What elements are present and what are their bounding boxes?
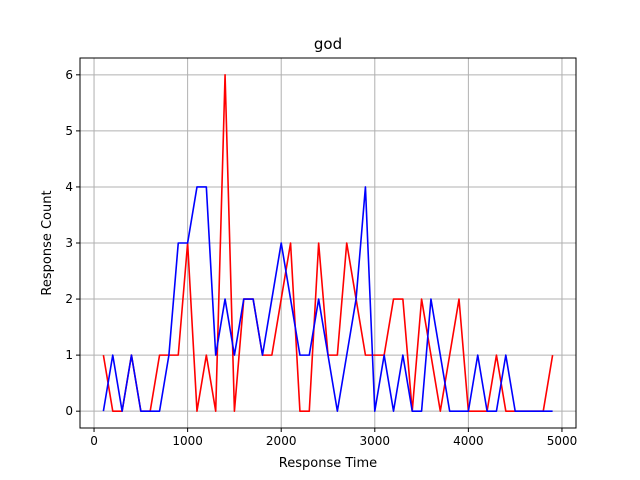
x-axis-ticks: 0 1000 2000 3000 4000 5000	[90, 428, 577, 448]
series-line-2	[102, 186, 553, 412]
x-axis-label: Response Time	[279, 456, 377, 471]
x-tick-label: 3000	[360, 434, 391, 448]
x-tick-label: 1000	[172, 434, 203, 448]
y-axis-ticks: 0 1 2 3 4 5 6	[65, 68, 80, 418]
y-tick-label: 1	[65, 348, 73, 362]
x-tick-label: 5000	[547, 434, 578, 448]
y-axis-label: Response Count	[40, 190, 55, 295]
x-tick-label: 2000	[266, 434, 297, 448]
x-tick-label: 0	[90, 434, 98, 448]
y-tick-label: 3	[65, 236, 73, 250]
y-tick-label: 2	[65, 292, 73, 306]
series-lines	[102, 74, 554, 412]
y-tick-label: 4	[65, 180, 73, 194]
y-tick-label: 6	[65, 68, 73, 82]
chart-title: god	[314, 35, 342, 53]
x-tick-label: 4000	[453, 434, 484, 448]
y-tick-label: 5	[65, 124, 73, 138]
y-tick-label: 0	[65, 404, 73, 418]
